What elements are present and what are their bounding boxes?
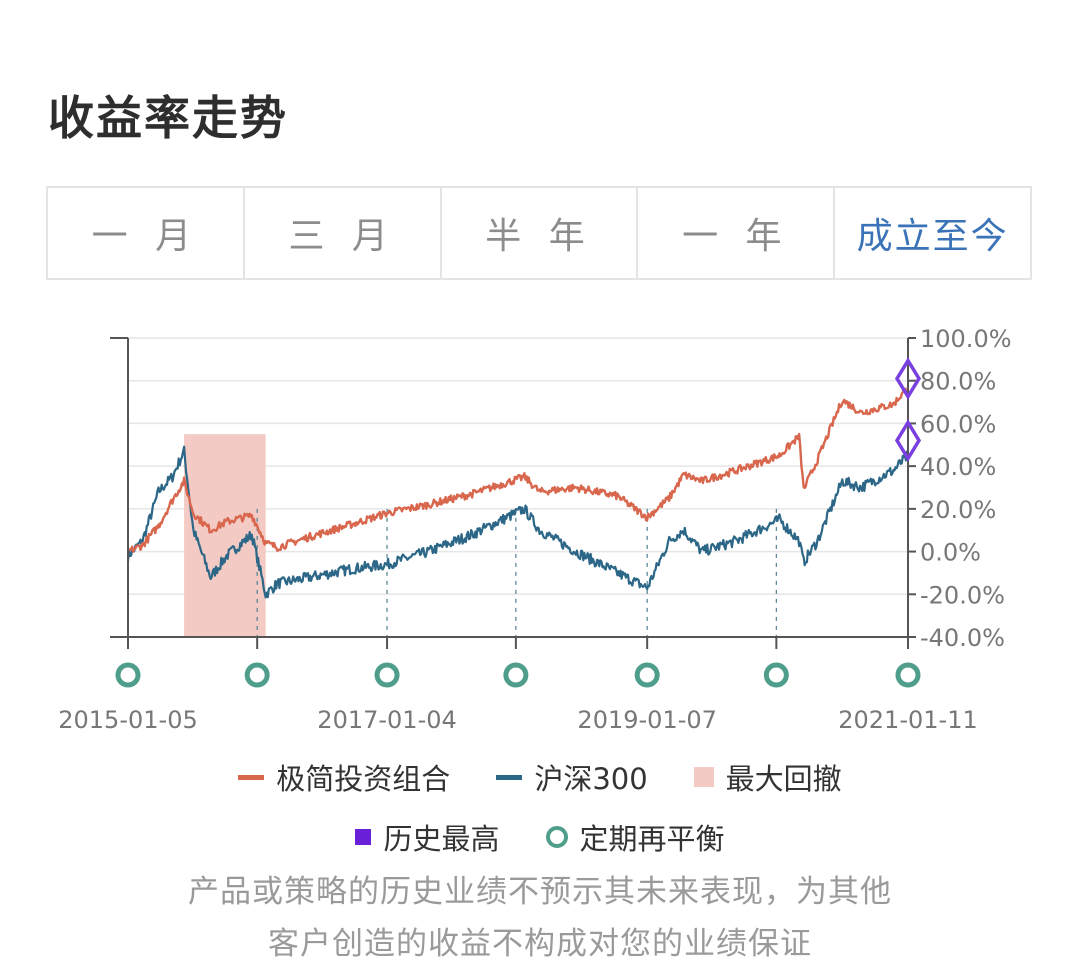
y-tick-label: 80.0%	[920, 368, 996, 396]
index-series-line	[126, 445, 910, 599]
x-tick-label: 2021-01-11	[838, 706, 977, 734]
y-tick-label: 20.0%	[920, 496, 996, 524]
y-tick-label: -40.0%	[920, 624, 1005, 652]
legend-item-high[interactable]: 历史最高	[355, 816, 500, 858]
tab-one-year[interactable]: 一 年	[638, 188, 836, 278]
legend-label-drawdown: 最大回撤	[725, 762, 842, 796]
legend-item-rebalance[interactable]: 定期再平衡	[545, 816, 725, 858]
rebalance-marker	[374, 662, 400, 688]
y-tick-label: -20.0%	[920, 581, 1005, 609]
high-swatch	[355, 829, 372, 845]
y-tick-label: 0.0%	[920, 539, 981, 567]
index-swatch	[496, 774, 523, 780]
disclaimer: 产品或策略的历史业绩不预示其未来表现，为其他 客户创造的收益不构成对您的业绩保证	[0, 866, 1080, 970]
legend-label-portfolio: 极简投资组合	[276, 762, 451, 796]
rebalance-marker	[244, 662, 270, 688]
period-tabs: 一 月 三 月 半 年 一 年 成立至今	[46, 186, 1032, 280]
drawdown-swatch	[693, 767, 714, 787]
return-chart: 100.0% 80.0% 60.0% 40.0% 20.0% 0.0% -20.0% -40.…	[58, 325, 1012, 734]
legend-label-high: 历史最高	[383, 822, 500, 856]
legend-row-2: 历史最高 定期再平衡	[0, 816, 1080, 858]
historic-high-marker	[894, 357, 922, 400]
tab-half-year[interactable]: 半 年	[442, 188, 639, 278]
disclaimer-line-1: 产品或策略的历史业绩不预示其未来表现，为其他	[188, 874, 892, 910]
x-tick-label: 2019-01-07	[577, 706, 716, 734]
rebalance-swatch	[545, 826, 568, 848]
legend-label-rebalance: 定期再平衡	[579, 822, 725, 856]
tab-since-inception[interactable]: 成立至今	[856, 216, 1009, 257]
tab-one-month[interactable]: 一 月	[48, 188, 245, 278]
tab-three-months[interactable]: 三 月	[245, 188, 442, 278]
rebalance-marker	[115, 662, 141, 688]
legend-row-1: 极简投资组合 沪深300 最大回撤	[0, 756, 1080, 798]
rebalance-marker	[763, 662, 789, 688]
disclaimer-line-2: 客户创造的收益不构成对您的业绩保证	[268, 926, 812, 962]
x-tick-label: 2017-01-04	[317, 706, 456, 734]
historic-high-marker	[894, 419, 922, 462]
y-tick-label: 40.0%	[920, 453, 996, 481]
portfolio-swatch	[238, 774, 265, 780]
legend-label-index: 沪深300	[534, 762, 648, 796]
x-tick-label: 2015-01-05	[58, 706, 197, 734]
legend-item-drawdown[interactable]: 最大回撤	[693, 756, 842, 798]
y-tick-label: 60.0%	[920, 410, 996, 438]
y-tick-label: 100.0%	[920, 325, 1012, 353]
legend-item-portfolio[interactable]: 极简投资组合	[238, 756, 450, 798]
page-title: 收益率走势	[48, 91, 288, 145]
rebalance-marker	[503, 662, 529, 688]
portfolio-series-line	[127, 386, 910, 553]
rebalance-marker	[895, 662, 921, 688]
rebalance-marker	[634, 662, 660, 688]
legend-item-index[interactable]: 沪深300	[496, 756, 648, 798]
